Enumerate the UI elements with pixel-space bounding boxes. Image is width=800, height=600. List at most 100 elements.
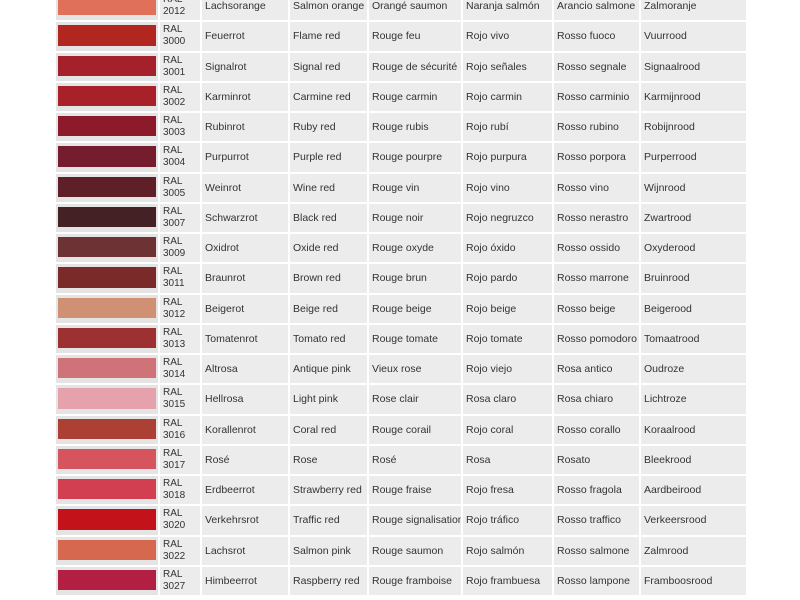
name-en: Tomato red bbox=[290, 324, 369, 353]
color-swatch-cell bbox=[56, 294, 160, 323]
name-nl: Verkeersrood bbox=[641, 506, 746, 535]
name-it: Rosa chiaro bbox=[554, 385, 641, 414]
ral-code-cell: RAL 3005 bbox=[160, 173, 202, 202]
name-nl: Oxyderood bbox=[641, 234, 746, 263]
color-swatch bbox=[58, 388, 156, 409]
name-es: Rojo señales bbox=[463, 52, 554, 81]
ral-code-cell: RAL 3000 bbox=[160, 22, 202, 51]
name-it: Rosso salmone bbox=[554, 536, 641, 565]
name-nl: Bruinrood bbox=[641, 264, 746, 293]
color-swatch bbox=[58, 509, 156, 530]
name-it: Rosso rubino bbox=[554, 113, 641, 142]
color-swatch-cell bbox=[56, 324, 160, 353]
name-en: Light pink bbox=[290, 385, 369, 414]
color-swatch bbox=[58, 267, 156, 288]
name-en: Carmine red bbox=[290, 82, 369, 111]
color-swatch bbox=[58, 358, 156, 379]
ral-prefix: RAL bbox=[163, 447, 183, 459]
ral-code-cell: RAL 3007 bbox=[160, 203, 202, 232]
name-nl: Bleekrood bbox=[641, 445, 746, 474]
name-fr: Rouge fraise bbox=[369, 476, 463, 505]
name-de: Korallenrot bbox=[202, 415, 290, 444]
name-fr: Rouge saumon bbox=[369, 536, 463, 565]
name-en: Wine red bbox=[290, 173, 369, 202]
name-fr: Rouge rubis bbox=[369, 113, 463, 142]
ral-prefix: RAL bbox=[163, 478, 183, 490]
ral-code: 3017 bbox=[163, 459, 186, 471]
ral-prefix: RAL bbox=[163, 54, 183, 66]
color-swatch bbox=[58, 176, 156, 197]
name-de: Beigerot bbox=[202, 294, 290, 323]
name-nl: Vuurrood bbox=[641, 22, 746, 51]
name-nl: Zalmrood bbox=[641, 536, 746, 565]
name-it: Rosso segnale bbox=[554, 52, 641, 81]
name-fr: Rouge framboise bbox=[369, 566, 463, 595]
ral-code: 3016 bbox=[163, 429, 186, 441]
ral-code-cell: RAL 3015 bbox=[160, 385, 202, 414]
ral-prefix: RAL bbox=[163, 417, 183, 429]
ral-prefix: RAL bbox=[163, 175, 183, 187]
ral-prefix: RAL bbox=[163, 296, 183, 308]
name-en: Beige red bbox=[290, 294, 369, 323]
name-en: Strawberry red bbox=[290, 476, 369, 505]
name-fr: Rouge oxyde bbox=[369, 234, 463, 263]
ral-code: 3018 bbox=[163, 490, 186, 502]
color-swatch bbox=[58, 55, 156, 76]
ral-code-cell: RAL 3011 bbox=[160, 264, 202, 293]
name-es: Rojo tráfico bbox=[463, 506, 554, 535]
ral-code: 3015 bbox=[163, 399, 186, 411]
name-en: Raspberry red bbox=[290, 566, 369, 595]
name-en: Oxide red bbox=[290, 234, 369, 263]
ral-code-cell: RAL 3001 bbox=[160, 52, 202, 81]
color-swatch bbox=[58, 206, 156, 227]
color-swatch bbox=[58, 146, 156, 167]
name-it: Rosso nerastro bbox=[554, 203, 641, 232]
name-es: Rojo salmón bbox=[463, 536, 554, 565]
name-nl: Wijnrood bbox=[641, 173, 746, 202]
ral-code-cell: RAL 3013 bbox=[160, 324, 202, 353]
table-row: RAL 3007 Schwarzrot Black red Rouge noir Rojo… bbox=[56, 203, 746, 234]
name-it: Rosa antico bbox=[554, 355, 641, 384]
name-en: Brown red bbox=[290, 264, 369, 293]
ral-code-cell: RAL 3022 bbox=[160, 536, 202, 565]
name-es: Rojo pardo bbox=[463, 264, 554, 293]
ral-code-cell: RAL 3016 bbox=[160, 415, 202, 444]
table-row: RAL 3018 Erdbeerrot Strawberry red Rouge fra… bbox=[56, 476, 746, 507]
ral-prefix: RAL bbox=[163, 115, 183, 127]
ral-code-cell: RAL 3017 bbox=[160, 445, 202, 474]
name-it: Rosso ossido bbox=[554, 234, 641, 263]
name-es: Rojo carmin bbox=[463, 82, 554, 111]
name-nl: Zwartrood bbox=[641, 203, 746, 232]
ral-code: 3020 bbox=[163, 520, 186, 532]
ral-code: 3012 bbox=[163, 308, 186, 320]
name-fr: Rouge pourpre bbox=[369, 143, 463, 172]
ral-code: 3003 bbox=[163, 127, 186, 139]
name-it: Rosso porpora bbox=[554, 143, 641, 172]
color-swatch-cell bbox=[56, 173, 160, 202]
ral-code: 3000 bbox=[163, 36, 186, 48]
table-row: RAL 3014 Altrosa Antique pink Vieux rose Rojo… bbox=[56, 355, 746, 386]
name-nl: Aardbeirood bbox=[641, 476, 746, 505]
ral-prefix: RAL bbox=[163, 508, 183, 520]
name-fr: Rosé bbox=[369, 445, 463, 474]
color-swatch bbox=[58, 569, 156, 590]
name-de: Purpurrot bbox=[202, 143, 290, 172]
ral-prefix: RAL bbox=[163, 538, 183, 550]
name-de: Erdbeerrot bbox=[202, 476, 290, 505]
table-row: RAL 3020 Verkehrsrot Traffic red Rouge signa… bbox=[56, 506, 746, 537]
ral-code: 3022 bbox=[163, 550, 186, 562]
ral-code-cell: RAL 3003 bbox=[160, 113, 202, 142]
name-nl: Oudroze bbox=[641, 355, 746, 384]
table-row: RAL 3011 Braunrot Brown red Rouge brun Rojo p… bbox=[56, 264, 746, 295]
name-de: Braunrot bbox=[202, 264, 290, 293]
ral-code: 3014 bbox=[163, 369, 186, 381]
ral-code: 3013 bbox=[163, 338, 186, 350]
name-nl: Robijnrood bbox=[641, 113, 746, 142]
name-fr: Rouge carmin bbox=[369, 82, 463, 111]
name-de: Schwarzrot bbox=[202, 203, 290, 232]
name-es: Rojo frambuesa bbox=[463, 566, 554, 595]
name-fr: Rouge brun bbox=[369, 264, 463, 293]
name-de: Rubinrot bbox=[202, 113, 290, 142]
name-en: Traffic red bbox=[290, 506, 369, 535]
